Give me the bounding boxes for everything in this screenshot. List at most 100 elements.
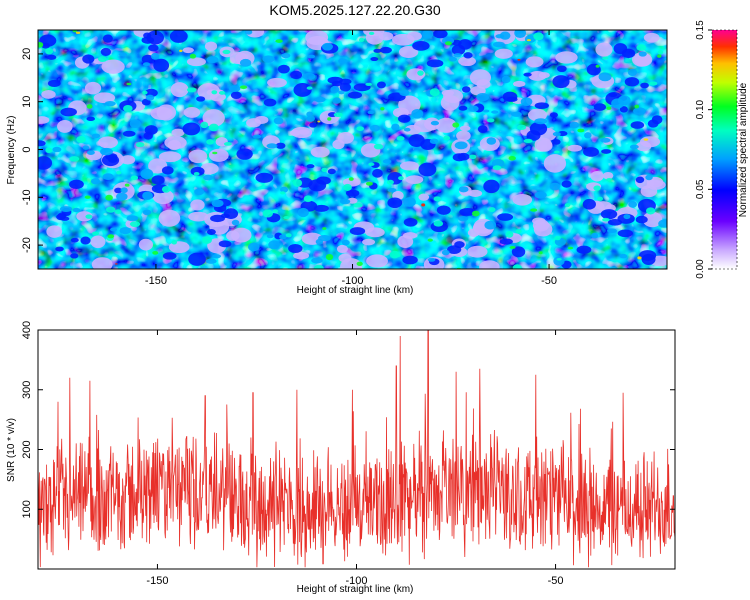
heatmap-cell [418,193,430,201]
heatmap-cell [527,108,548,122]
heatmap-cell [86,116,95,122]
heatmap-cell [239,85,248,90]
heatmap-cell [657,54,662,58]
heatmap-cell [418,162,437,177]
heatmap-y-tick-label: 10 [21,96,33,108]
heatmap-cell [429,138,439,144]
heatmap-cell [223,142,232,146]
heatmap-cell [387,197,403,209]
heatmap-cell [576,245,592,254]
heatmap-cell [426,59,444,68]
heatmap-cell [60,216,70,221]
heatmap-cell [123,105,133,113]
heatmap-cell [145,94,155,101]
heatmap-cell [582,198,596,210]
heatmap-cell [613,43,628,55]
heatmap-cell [45,147,53,154]
heatmap-cell [412,40,430,51]
colorbar-label: Normalized spectral amplitude [738,82,749,217]
heatmap-cell [194,188,205,196]
heatmap-cell [148,44,159,52]
heatmap-cell [349,227,366,236]
heatmap-cell [246,118,262,128]
heatmap-cell [204,41,218,52]
heatmap-cell [525,56,544,68]
heatmap-cell [511,246,526,258]
heatmap-cell [619,253,628,259]
heatmap-cell [458,105,468,111]
heatmap-cell [144,125,158,135]
heatmap-cell [476,79,491,89]
heatmap-cell [104,100,116,107]
heatmap-cell [100,47,112,56]
heatmap-cell [212,254,222,259]
heatmap-cell [645,207,656,215]
heatmap-cell [421,203,426,207]
heatmap-cell [494,48,513,59]
heatmap-cell [534,102,550,109]
heatmap-cell [70,253,79,259]
heatmap-cell [101,59,125,74]
heatmap-cell [630,121,645,129]
snr-series-line [38,330,675,568]
heatmap-cell [538,251,543,255]
heatmap-x-ticks: -150 -100 -50 [145,30,557,287]
heatmap-cell [369,124,381,132]
heatmap-cell [201,236,212,244]
heatmap-cell [430,120,439,126]
heatmap-cell [362,238,376,246]
heatmap-cell [76,135,86,143]
heatmap-cell [643,32,660,43]
heatmap-cell [293,83,312,97]
heatmap-cell [443,135,451,141]
heatmap-cell [397,114,411,123]
heatmap-cell [484,220,497,230]
heatmap-cell [635,176,645,184]
heatmap-cell [206,139,215,145]
heatmap-cell [520,97,533,107]
heatmap-cell [38,156,53,170]
heatmap-cell [517,58,521,61]
heatmap-cell [47,79,61,88]
heatmap-cell [290,70,303,80]
heatmap-cell [84,81,102,95]
heatmap-cell [358,37,365,43]
heatmap-cell [248,242,260,252]
heatmap-cell [402,255,418,265]
heatmap-cell [285,233,292,238]
heatmap-cell [122,130,136,137]
heatmap-cell [658,219,667,228]
heatmap-cell [606,178,612,181]
heatmap-cell [283,216,290,220]
heatmap-cell [188,252,206,266]
heatmap-cell [411,109,424,119]
heatmap-y-tick-label: -20 [21,237,33,253]
heatmap-cell [266,234,274,239]
heatmap-cell [197,83,221,100]
snr-x-label: Height of straight line (km) [297,584,414,595]
heatmap-cell [72,207,81,213]
heatmap-cell [86,150,95,155]
heatmap-cell [477,125,488,133]
heatmap-cell [317,120,321,123]
colorbar: 0.00 0.05 0.10 0.15 Normalized spectral amp… [695,20,749,279]
heatmap-cell [486,118,495,123]
heatmap-x-tick-label: -100 [341,275,363,287]
snr-y-tick-label: 300 [21,381,33,399]
heatmap-cell [120,155,136,165]
heatmap-cell [327,117,332,121]
heatmap-cell [142,90,148,95]
heatmap-cell [70,237,79,243]
heatmap-cell [441,249,450,256]
heatmap-cell [632,52,651,67]
heatmap-cell [628,201,638,208]
heatmap-cell [100,147,113,156]
colorbar-ticks: 0.00 0.05 0.10 0.15 [695,20,712,279]
snr-x-tick-label: -150 [146,575,168,587]
heatmap-y-ticks: -20 -10 0 10 20 [21,48,43,253]
heatmap-cell [179,49,183,53]
heatmap-cell [463,52,473,59]
heatmap-cell [427,238,433,242]
heatmap-cell [567,246,574,250]
heatmap-cell [120,187,128,194]
